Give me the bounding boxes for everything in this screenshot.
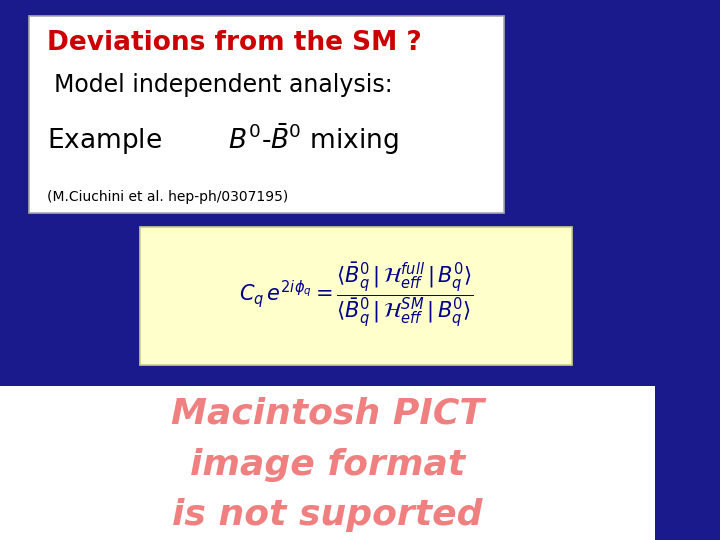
FancyBboxPatch shape (140, 227, 572, 364)
Text: image format: image format (190, 448, 465, 482)
Text: is not suported: is not suported (172, 498, 483, 532)
Text: Example        $B^0$-$\bar{B}^0$ mixing: Example $B^0$-$\bar{B}^0$ mixing (47, 122, 399, 157)
Text: Macintosh PICT: Macintosh PICT (171, 397, 484, 431)
FancyBboxPatch shape (29, 16, 504, 213)
FancyBboxPatch shape (0, 386, 655, 540)
Text: Deviations from the SM ?: Deviations from the SM ? (47, 30, 421, 56)
Text: (M.Ciuchini et al. hep-ph/0307195): (M.Ciuchini et al. hep-ph/0307195) (47, 190, 288, 204)
Text: $C_q\, e^{2i\phi_q} = \dfrac{\langle \bar{B}_q^0 \,|\, \mathcal{H}_{eff}^{full} : $C_q\, e^{2i\phi_q} = \dfrac{\langle \ba… (239, 261, 474, 330)
Text: Model independent analysis:: Model independent analysis: (54, 73, 392, 97)
